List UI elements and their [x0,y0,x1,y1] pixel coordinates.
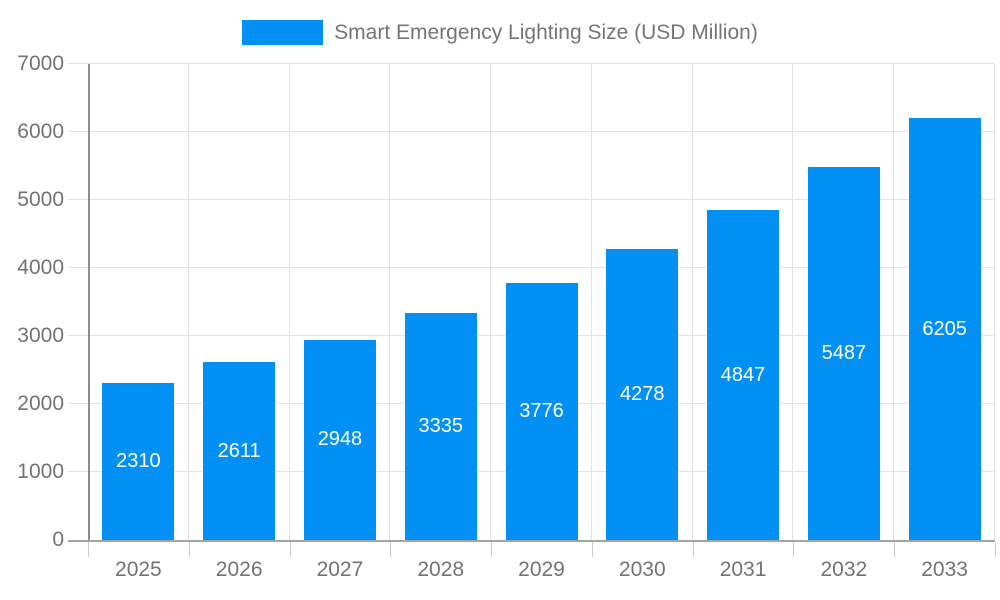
bar-2028[interactable]: 3335 [404,313,477,540]
y-axis-labels: 0 1000 2000 3000 4000 5000 6000 7000 [0,52,64,551]
plot-area: 2310 2611 2948 3335 3776 4278 4847 5487 6205 [68,63,995,540]
bar-2033[interactable]: 6205 [908,118,981,540]
y-tick-label: 3000 [17,324,64,347]
bar-value-label: 3776 [519,400,564,423]
bar-2029[interactable]: 3776 [505,283,578,540]
x-tick-label: 2032 [820,558,868,581]
gridline-vertical [187,64,189,540]
legend-label: Smart Emergency Lighting Size (USD Milli… [334,20,758,44]
gridline-vertical [691,64,693,540]
gridline-vertical [288,64,290,540]
gridline-horizontal [68,131,995,132]
bar-value-label: 2611 [217,439,261,462]
y-tick-label: 6000 [17,120,64,143]
x-tick-label: 2030 [618,558,666,581]
bar-2025[interactable]: 2310 [102,382,175,540]
gridline-horizontal [68,63,995,64]
gridline-vertical [994,64,995,540]
gridline-horizontal [68,267,995,268]
x-axis-line [68,540,995,542]
x-axis-tick [390,542,392,557]
x-tick-label: 2025 [115,558,162,581]
y-axis-line [88,64,90,541]
bar-2031[interactable]: 4847 [707,210,780,540]
y-tick-label: 4000 [17,256,64,279]
bar-value-label: 6205 [922,317,967,340]
x-tick-label: 2031 [719,558,767,581]
y-tick-label: 1000 [17,460,64,483]
bar-2030[interactable]: 4278 [606,249,679,540]
x-tick-label: 2029 [518,558,565,581]
x-axis-tick [88,542,89,557]
gridline-vertical [490,64,492,540]
bar-2026[interactable]: 2611 [203,362,276,540]
x-tick-label: 2027 [316,558,364,581]
y-tick-label: 0 [52,528,64,551]
bar-2032[interactable]: 5487 [807,166,880,540]
x-axis-labels: 2025 2026 2027 2028 2029 2030 2031 2032 2033 [88,558,995,588]
bar-2027[interactable]: 2948 [303,339,376,540]
x-tick-label: 2028 [417,558,465,581]
legend-swatch [242,20,324,45]
bar-value-label: 4278 [620,383,665,406]
x-axis-tick [793,542,795,557]
gridline-vertical [792,64,794,540]
x-tick-label: 2033 [921,558,968,581]
gridline-vertical [590,64,592,540]
x-axis-tick [894,542,896,557]
x-axis-tick [289,542,291,557]
bar-value-label: 2310 [116,449,161,472]
x-axis-tick [188,542,190,557]
x-axis-tick [995,542,996,557]
x-tick-label: 2026 [215,558,263,581]
bar-value-label: 3335 [418,415,463,438]
y-tick-label: 5000 [17,188,64,211]
gridline-vertical [893,64,895,540]
gridline-vertical [389,64,391,540]
bar-value-label: 2948 [317,428,363,451]
bar-value-label: 5487 [821,341,867,364]
x-axis-tick [591,542,593,557]
legend[interactable]: Smart Emergency Lighting Size (USD Milli… [0,20,1000,45]
x-axis-tick [491,542,493,557]
y-tick-label: 7000 [17,52,64,75]
x-axis-tick [692,542,694,557]
gridline-horizontal [68,199,995,200]
bar-value-label: 4847 [720,363,766,386]
y-tick-label: 2000 [17,392,64,415]
